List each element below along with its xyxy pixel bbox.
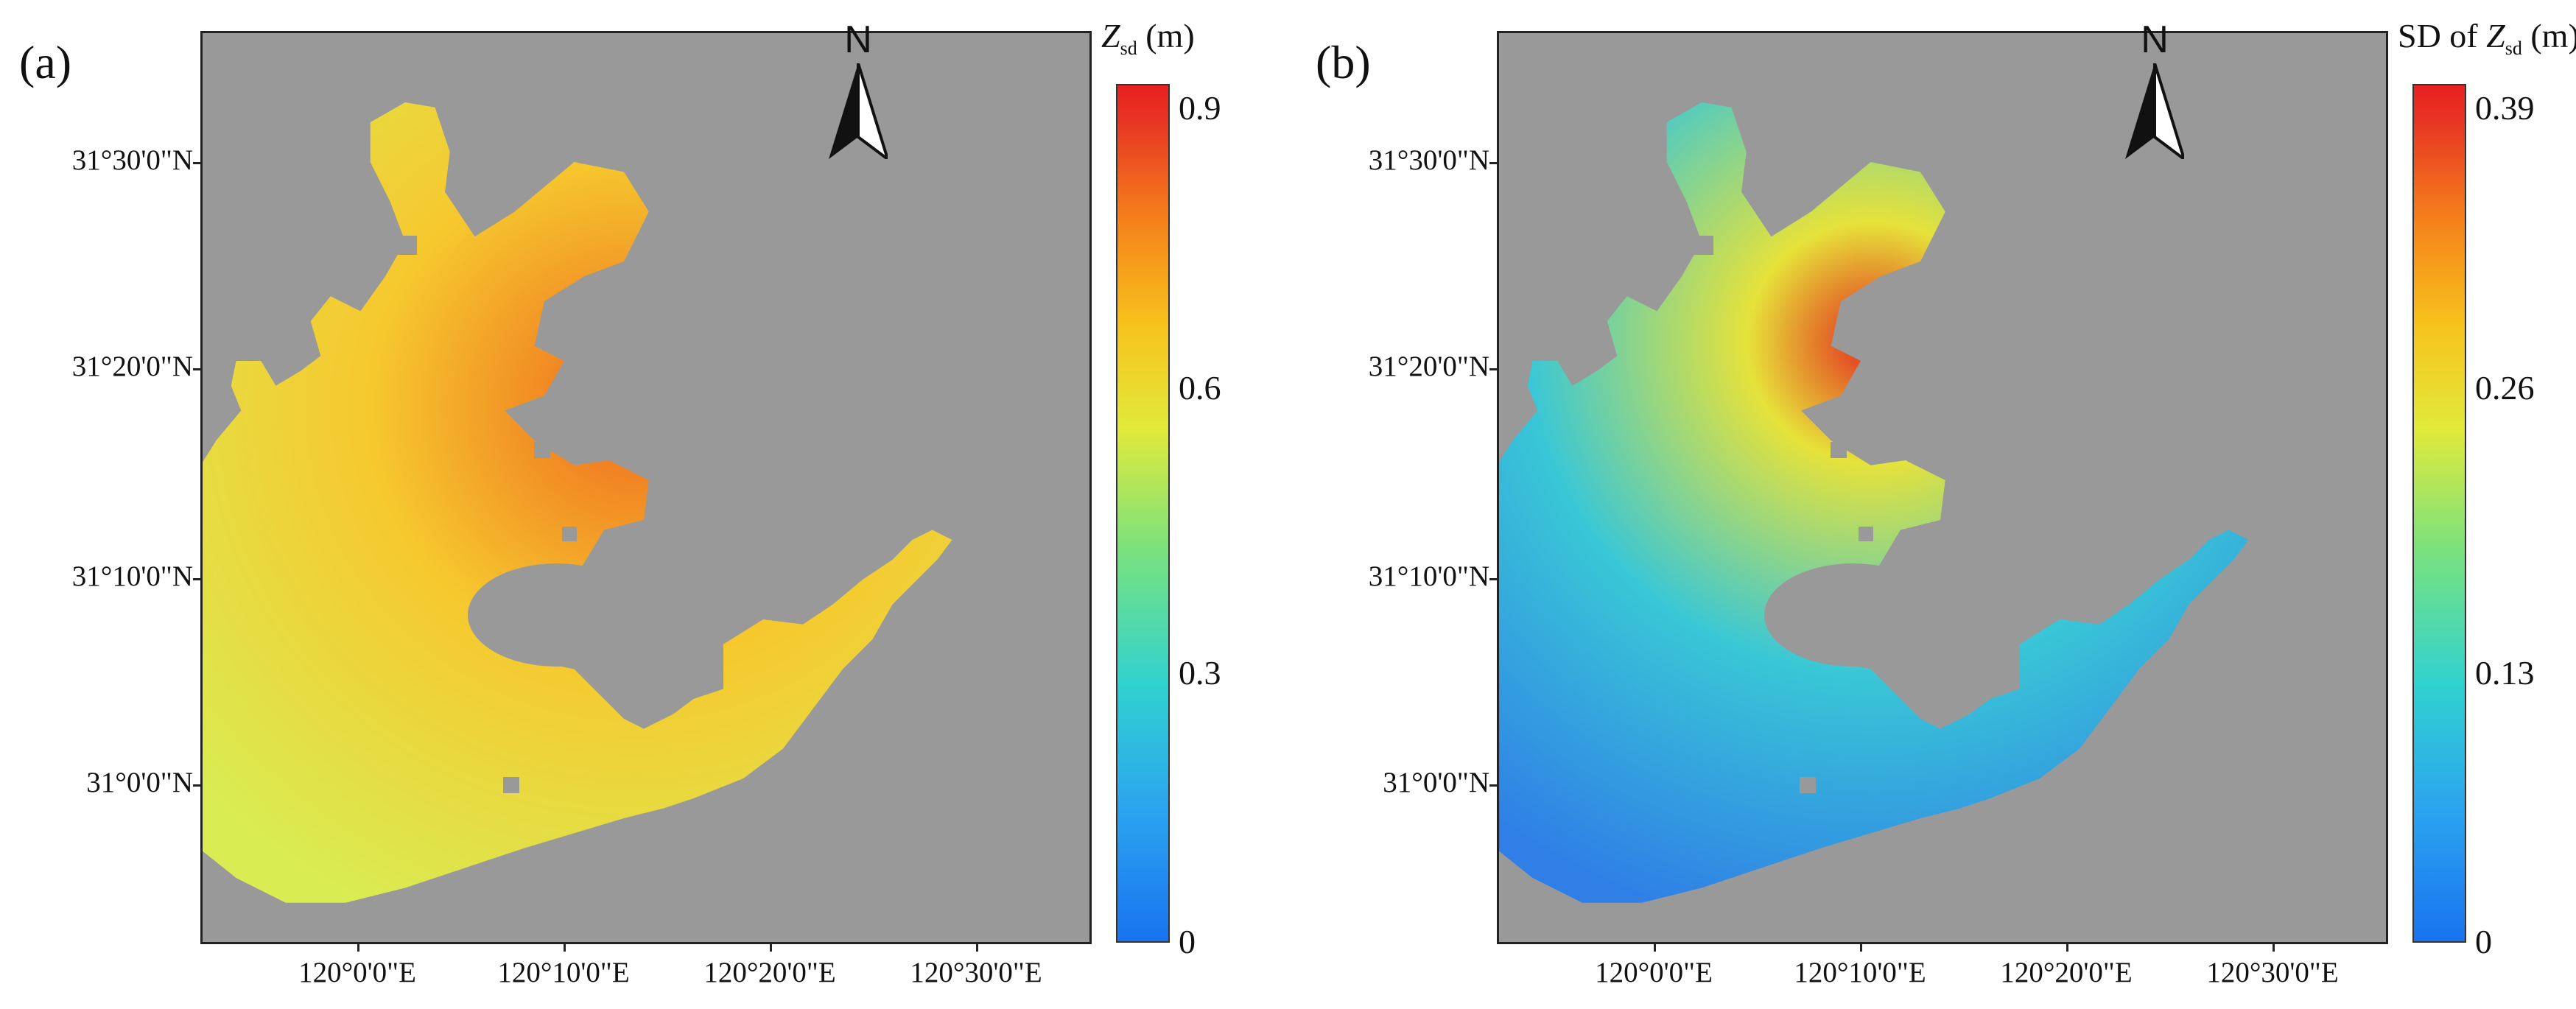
map-frame	[1497, 31, 2388, 944]
colorbar-title: SD of Zsd (m)	[2398, 17, 2576, 60]
north-arrow-label: N	[844, 18, 872, 61]
lat-tick-label: 31°10'0"N	[1368, 560, 1489, 592]
colorbar-tick-label: 0.3	[1179, 654, 1221, 692]
lat-tick	[1489, 162, 1497, 164]
lon-tick-label: 120°0'0"E	[298, 957, 416, 988]
island	[1831, 442, 1847, 458]
lat-tick	[1489, 368, 1497, 370]
lon-tick	[564, 944, 566, 952]
colorbar-tick-label: 0.39	[2475, 89, 2535, 127]
island	[1694, 236, 1713, 255]
north-arrow-icon	[829, 63, 888, 159]
lon-tick-label: 120°30'0"E	[2206, 957, 2339, 988]
lat-tick	[1489, 578, 1497, 580]
lat-tick-label: 31°20'0"N	[1368, 351, 1489, 382]
lon-tick-label: 120°20'0"E	[2000, 957, 2133, 988]
lat-tick	[193, 578, 200, 580]
island	[562, 527, 577, 541]
map-panel-a: (a) N 31°30'0"N 31°20'0"N 31°10'0"N 31°0…	[0, 0, 1282, 1009]
lat-tick-label: 31°30'0"N	[71, 144, 193, 176]
island	[1764, 563, 1941, 667]
colorbar-tick-label: 0	[2475, 923, 2492, 960]
lon-tick	[976, 944, 978, 952]
lon-tick	[2273, 944, 2275, 952]
lat-tick-label: 31°0'0"N	[86, 767, 193, 798]
lon-tick-label: 120°10'0"E	[497, 957, 630, 988]
lon-tick-label: 120°10'0"E	[1794, 957, 1926, 988]
colorbar-tick-label: 0.6	[1179, 369, 1221, 407]
island	[1919, 571, 2022, 630]
lon-tick-label: 120°30'0"E	[910, 957, 1042, 988]
lon-tick	[357, 944, 359, 952]
lon-tick-label: 120°0'0"E	[1595, 957, 1713, 988]
island	[468, 563, 645, 667]
colorbar-tick-label: 0.26	[2475, 369, 2535, 407]
lat-tick-label: 31°0'0"N	[1383, 767, 1489, 798]
island	[503, 777, 519, 793]
island	[534, 442, 550, 458]
map-frame	[200, 31, 1092, 944]
lake-map	[1499, 102, 2249, 903]
island	[398, 236, 417, 255]
lat-tick	[193, 368, 200, 370]
lake-map	[203, 102, 952, 903]
north-arrow: N	[2114, 18, 2195, 165]
lat-tick-label: 31°10'0"N	[71, 560, 193, 592]
colorbar-title: Zsd (m)	[1101, 17, 1195, 60]
colorbar-tick-label: 0.9	[1179, 89, 1221, 127]
island	[622, 571, 726, 630]
colorbar-tick-label: 0	[1179, 923, 1196, 960]
colorbar-tick-label: 0.13	[2475, 654, 2535, 692]
colorbar	[2412, 84, 2466, 943]
lon-tick	[770, 944, 772, 952]
colorbar	[1116, 84, 1170, 943]
lon-tick	[2066, 944, 2068, 952]
lat-tick-label: 31°30'0"N	[1368, 144, 1489, 176]
island	[1800, 777, 1816, 793]
map-panel-b: (b) N 31°30'0"N 31°20'0"N 31°10'0"N 31°0…	[1296, 0, 2576, 1009]
panel-label: (a)	[19, 36, 72, 88]
island	[1859, 527, 1873, 541]
north-arrow: N	[818, 18, 899, 165]
lat-tick	[1489, 784, 1497, 787]
lon-tick	[1654, 944, 1656, 952]
lat-tick	[193, 162, 200, 164]
lon-tick-label: 120°20'0"E	[703, 957, 836, 988]
north-arrow-icon	[2125, 63, 2184, 159]
lat-tick	[193, 784, 200, 787]
lat-tick-label: 31°20'0"N	[71, 351, 193, 382]
panel-label: (b)	[1316, 36, 1371, 88]
north-arrow-label: N	[2141, 18, 2169, 61]
lon-tick	[1860, 944, 1862, 952]
